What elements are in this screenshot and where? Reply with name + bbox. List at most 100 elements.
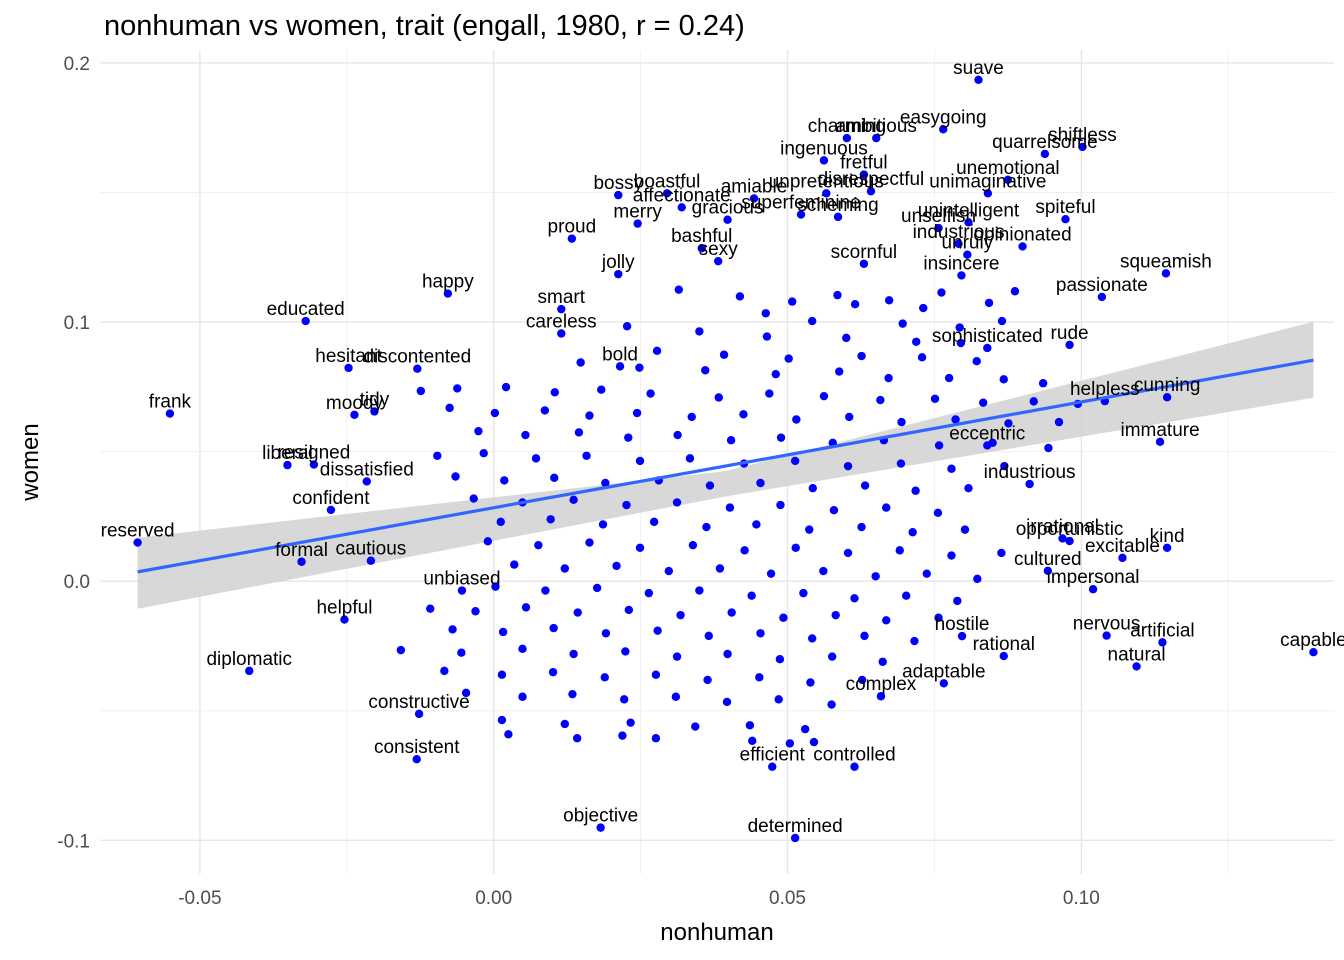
data-point: [859, 259, 869, 268]
data-point: [612, 561, 621, 571]
point-label: bashful: [671, 226, 732, 247]
point-label: suave: [953, 58, 1004, 79]
point-label: eccentric: [949, 423, 1025, 444]
data-point: [622, 500, 631, 510]
data-point: [762, 332, 772, 341]
data-point: [521, 603, 531, 612]
y-tick-label: 0.2: [64, 54, 90, 75]
point-label: unselfish: [901, 206, 976, 227]
data-point: [766, 569, 776, 578]
point-label: gracious: [692, 198, 764, 219]
data-point: [752, 520, 761, 529]
point-label: quarrelsome: [992, 132, 1098, 153]
data-point: [876, 692, 886, 701]
point-label: frank: [149, 392, 192, 413]
chart-title: nonhuman vs women, trait (engall, 1980, …: [104, 10, 745, 42]
point-label: immature: [1120, 420, 1199, 441]
y-tick-label: 0.0: [64, 572, 90, 593]
data-point: [457, 648, 466, 657]
data-point: [723, 215, 732, 224]
point-label: diplomatic: [206, 649, 292, 670]
data-point: [896, 459, 906, 468]
data-point: [884, 373, 893, 383]
point-label: liberal: [262, 443, 313, 464]
data-point: [601, 629, 611, 638]
data-point: [1025, 479, 1034, 489]
point-label: proud: [548, 217, 597, 238]
data-point: [448, 625, 457, 634]
data-point: [876, 395, 885, 405]
x-tick-label: -0.05: [178, 888, 221, 909]
data-point: [934, 613, 943, 622]
data-point: [576, 358, 585, 367]
data-point: [624, 433, 633, 442]
data-point: [297, 557, 306, 566]
point-label: formal: [275, 540, 328, 561]
data-point: [807, 634, 817, 643]
data-point: [632, 408, 642, 418]
data-point: [624, 605, 634, 615]
data-point: [1102, 631, 1111, 640]
point-label: irrational: [1026, 516, 1099, 537]
data-point: [635, 456, 645, 466]
data-point: [972, 357, 981, 366]
data-point: [898, 319, 907, 328]
data-point: [1065, 340, 1074, 350]
data-point: [822, 189, 831, 198]
point-label: helpful: [316, 598, 372, 619]
x-axis-title: nonhuman: [660, 919, 773, 946]
data-point: [596, 823, 605, 832]
data-point: [983, 441, 992, 450]
point-label: superfeminine: [741, 193, 860, 214]
data-point: [614, 269, 623, 279]
data-point: [944, 373, 954, 383]
point-label: controlled: [813, 745, 895, 766]
data-point: [755, 673, 764, 682]
data-point: [860, 631, 869, 641]
point-label: impersonal: [1047, 567, 1140, 588]
data-point: [805, 525, 814, 534]
data-point: [1058, 534, 1067, 543]
data-point: [567, 234, 577, 243]
data-point: [1155, 437, 1165, 446]
point-label: adaptable: [902, 661, 985, 682]
data-point: [974, 75, 983, 84]
point-label: unbiased: [423, 569, 500, 590]
data-point: [749, 194, 759, 203]
data-point: [819, 566, 828, 576]
data-point: [457, 586, 467, 595]
data-point: [964, 483, 973, 493]
point-label: amiable: [721, 176, 788, 197]
data-point: [857, 675, 867, 685]
data-point: [843, 548, 853, 558]
data-point: [582, 451, 591, 460]
data-point: [917, 353, 927, 362]
data-point: [939, 125, 948, 134]
data-point: [1040, 149, 1050, 159]
data-point: [910, 636, 919, 646]
data-point: [550, 388, 560, 397]
data-point: [1038, 379, 1048, 388]
data-point: [677, 203, 686, 212]
data-point: [597, 385, 606, 394]
data-point: [653, 626, 662, 635]
data-point: [133, 538, 142, 547]
data-point: [635, 543, 645, 552]
data-point: [550, 473, 559, 483]
data-point: [413, 364, 422, 373]
data-point: [922, 569, 931, 578]
point-label: dissatisfied: [320, 459, 414, 480]
data-point: [644, 588, 654, 598]
data-point: [882, 503, 891, 512]
point-label: rational: [973, 634, 1035, 655]
data-point: [548, 667, 558, 677]
minor-gridlines: [100, 50, 1334, 874]
point-label: smart: [538, 287, 586, 308]
data-point: [1065, 536, 1074, 546]
data-point: [245, 666, 254, 676]
point-label: merry: [613, 202, 662, 223]
point-label: sexy: [699, 239, 739, 260]
point-label: excitable: [1085, 536, 1160, 557]
data-point: [651, 670, 661, 679]
data-point: [569, 495, 578, 505]
